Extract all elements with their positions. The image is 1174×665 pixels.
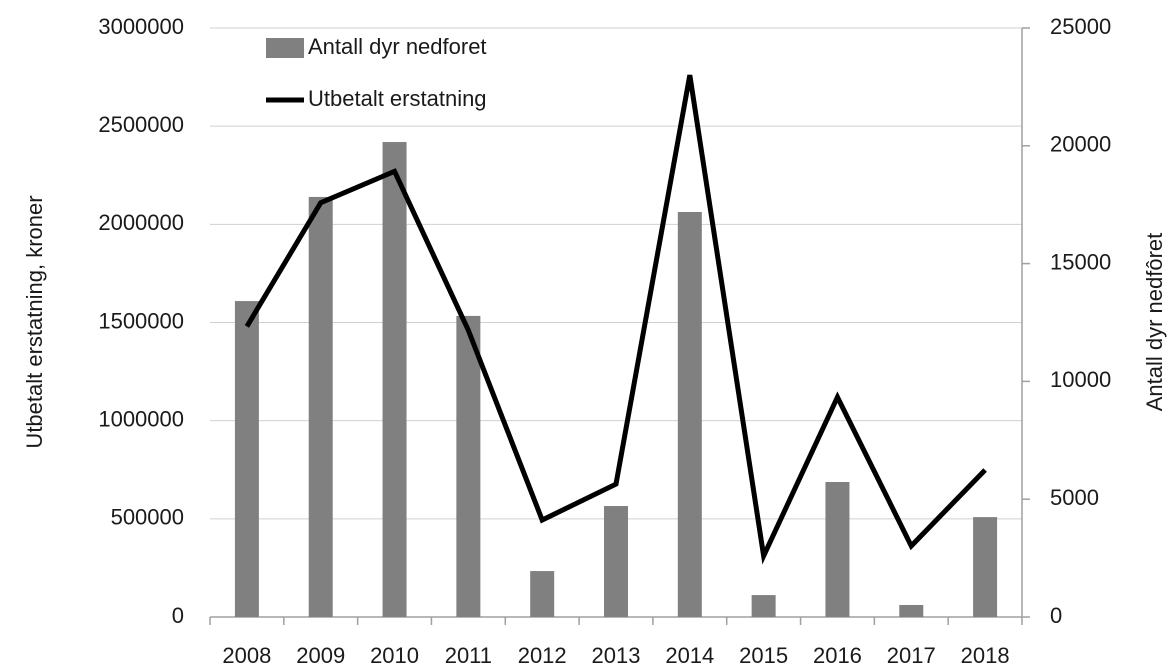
line: [244, 74, 987, 565]
x-tick-label: 2013: [592, 643, 641, 665]
y2-axis-title: Antall dyr nedfôret: [1142, 233, 1167, 412]
bar: [530, 571, 555, 617]
y2-tick-label: 0: [1050, 603, 1062, 628]
bar: [825, 482, 850, 617]
x-tick-label: 2012: [518, 643, 567, 665]
bar: [677, 212, 702, 617]
bar: [382, 142, 407, 617]
bar: [751, 595, 776, 617]
bar: [308, 196, 333, 617]
legend-swatch: [266, 38, 304, 58]
y2-tick-label: 20000: [1050, 132, 1111, 157]
x-tick-label: 2010: [370, 643, 419, 665]
y-tick-label: 2000000: [98, 210, 184, 235]
x-tick-label: 2008: [222, 643, 271, 665]
y2-tick-label: 25000: [1050, 14, 1111, 39]
x-tick-label: 2016: [813, 643, 862, 665]
y-tick-label: 1500000: [98, 308, 184, 333]
y-tick-label: 1000000: [98, 406, 184, 431]
legend-label: Antall dyr nedforet: [308, 34, 487, 59]
x-tick-label: 2017: [887, 643, 936, 665]
bar: [973, 517, 998, 617]
bar: [899, 604, 924, 617]
y-tick-label: 2500000: [98, 112, 184, 137]
x-tick-label: 2015: [739, 643, 788, 665]
y2-tick-label: 10000: [1050, 367, 1111, 392]
y2-tick-label: 5000: [1050, 485, 1099, 510]
bar: [456, 315, 481, 617]
y-tick-label: 0: [172, 603, 184, 628]
y2-tick-label: 15000: [1050, 249, 1111, 274]
bar: [604, 506, 628, 617]
legend-label: Utbetalt erstatning: [308, 86, 487, 111]
x-tick-label: 2011: [445, 643, 492, 665]
y-tick-label: 3000000: [98, 14, 184, 39]
bar: [234, 301, 259, 617]
x-tick-label: 2018: [961, 643, 1010, 665]
x-tick-label: 2014: [665, 643, 714, 665]
y-axis-title: Utbetalt erstatning, kroner: [22, 195, 47, 448]
x-tick-label: 2009: [296, 643, 345, 665]
y-tick-label: 500000: [111, 505, 184, 530]
